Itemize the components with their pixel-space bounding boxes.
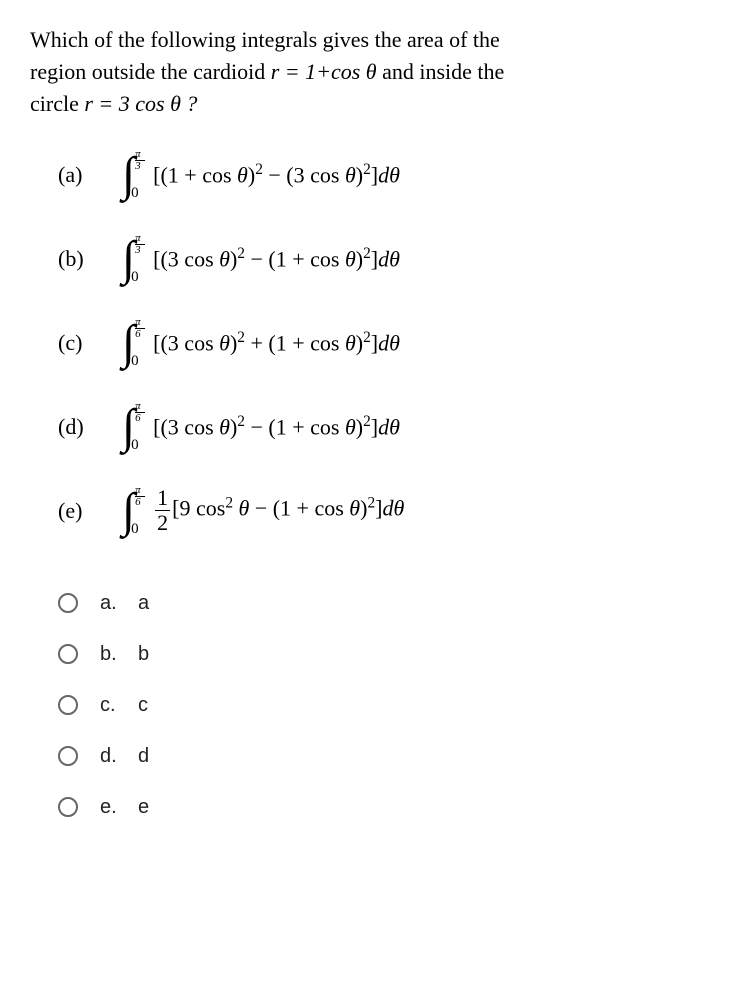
integral-expression: ∫π60 12[9 cos2 θ − (1 + cos θ)2]dθ xyxy=(122,484,404,538)
choices-block: a. a b. b c. c d. d e. e xyxy=(58,592,702,819)
integral-upper-limit: π6 xyxy=(135,401,145,424)
integral-lower-limit: 0 xyxy=(131,354,139,369)
integral-lower-limit: 0 xyxy=(131,186,139,201)
choice-answer: e xyxy=(138,796,149,819)
question-eq1: r = 1+cos θ xyxy=(271,59,377,84)
integrand: [(3 cos θ)2 − (1 + cos θ)2]dθ xyxy=(153,245,400,272)
choice-letter: b. xyxy=(100,643,130,666)
radio-icon[interactable] xyxy=(58,644,78,664)
integral-expression: ∫π30 [(1 + cos θ)2 − (3 cos θ)2]dθ xyxy=(122,148,400,202)
integral-upper-limit: π6 xyxy=(135,485,145,508)
options-block: (a)∫π30[(1 + cos θ)2 − (3 cos θ)2]dθ(b)∫… xyxy=(58,148,702,538)
radio-icon[interactable] xyxy=(58,695,78,715)
option-row: (d)∫π60 [(3 cos θ)2 − (1 + cos θ)2]dθ xyxy=(58,400,702,454)
question-line3-prefix: circle xyxy=(30,91,84,116)
integrand: [(3 cos θ)2 − (1 + cos θ)2]dθ xyxy=(153,413,400,440)
integral-sign: ∫π60 xyxy=(122,319,135,367)
choice-answer: a xyxy=(138,592,149,615)
integral-upper-limit: π3 xyxy=(135,233,145,256)
integral-expression: ∫π30 [(3 cos θ)2 − (1 + cos θ)2]dθ xyxy=(122,232,400,286)
choice-letter: c. xyxy=(100,694,130,717)
option-label: (d) xyxy=(58,414,122,440)
integral-sign: ∫π60 xyxy=(122,403,135,451)
radio-icon[interactable] xyxy=(58,746,78,766)
option-row: (c)∫π60 [(3 cos θ)2 + (1 + cos θ)2]dθ xyxy=(58,316,702,370)
choice-row[interactable]: a. a xyxy=(58,592,702,615)
choice-answer: b xyxy=(138,643,149,666)
integral-sign: ∫π60 xyxy=(122,487,135,535)
integrand: [(3 cos θ)2 + (1 + cos θ)2]dθ xyxy=(153,329,400,356)
question-text: Which of the following integrals gives t… xyxy=(30,24,702,120)
choice-row[interactable]: b. b xyxy=(58,643,702,666)
integral-upper-limit: π3 xyxy=(135,149,145,172)
integral-lower-limit: 0 xyxy=(131,522,139,537)
question-line1: Which of the following integrals gives t… xyxy=(30,27,500,52)
radio-icon[interactable] xyxy=(58,593,78,613)
integral-expression: ∫π60 [(3 cos θ)2 + (1 + cos θ)2]dθ xyxy=(122,316,400,370)
choice-answer: d xyxy=(138,745,149,768)
integrand: [(1 + cos θ)2 − (3 cos θ)2]dθ xyxy=(153,161,400,188)
integral-lower-limit: 0 xyxy=(131,270,139,285)
choice-letter: e. xyxy=(100,796,130,819)
choice-letter: a. xyxy=(100,592,130,615)
integrand: 12[9 cos2 θ − (1 + cos θ)2]dθ xyxy=(153,486,404,535)
question-line2-suffix: and inside the xyxy=(377,59,505,84)
choice-row[interactable]: e. e xyxy=(58,796,702,819)
integral-upper-limit: π6 xyxy=(135,317,145,340)
option-label: (c) xyxy=(58,330,122,356)
option-label: (a) xyxy=(58,162,122,188)
option-row: (b)∫π30 [(3 cos θ)2 − (1 + cos θ)2]dθ xyxy=(58,232,702,286)
option-row: (e)∫π60 12[9 cos2 θ − (1 + cos θ)2]dθ xyxy=(58,484,702,538)
choice-answer: c xyxy=(138,694,148,717)
choice-row[interactable]: d. d xyxy=(58,745,702,768)
question-eq2: r = 3 cos θ ? xyxy=(84,91,197,116)
radio-icon[interactable] xyxy=(58,797,78,817)
integral-lower-limit: 0 xyxy=(131,438,139,453)
option-label: (b) xyxy=(58,246,122,272)
choice-letter: d. xyxy=(100,745,130,768)
choice-row[interactable]: c. c xyxy=(58,694,702,717)
integral-sign: ∫π30 xyxy=(122,151,135,199)
option-label: (e) xyxy=(58,498,122,524)
question-line2-prefix: region outside the cardioid xyxy=(30,59,271,84)
integral-expression: ∫π60 [(3 cos θ)2 − (1 + cos θ)2]dθ xyxy=(122,400,400,454)
integral-sign: ∫π30 xyxy=(122,235,135,283)
option-row: (a)∫π30 [(1 + cos θ)2 − (3 cos θ)2]dθ xyxy=(58,148,702,202)
